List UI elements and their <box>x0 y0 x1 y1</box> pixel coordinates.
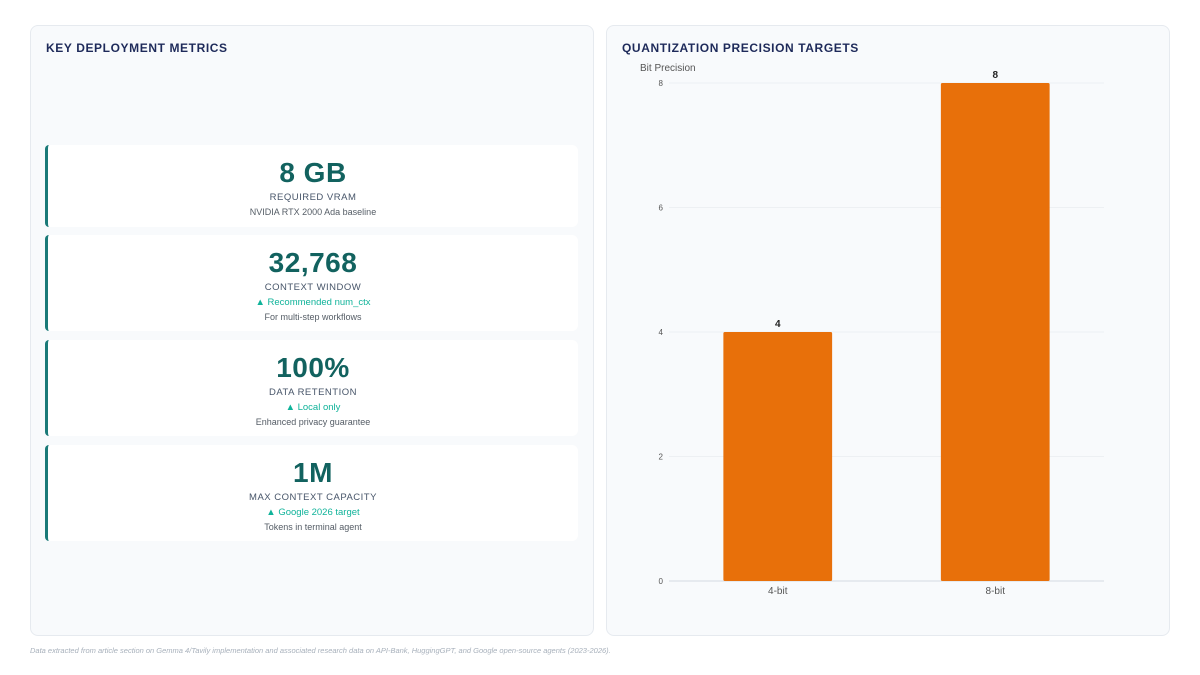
bar-8-bit <box>940 83 1050 581</box>
metric-card-data-retention: 100% DATA RETENTION ▲ Local only Enhance… <box>45 340 578 436</box>
y-axis-label: Bit Precision <box>640 63 696 74</box>
deployment-metrics-panel: KEY DEPLOYMENT METRICS 8 GB REQUIRED VRA… <box>30 25 594 636</box>
x-category-label: 8-bit <box>986 586 1006 597</box>
metric-label: REQUIRED VRAM <box>269 192 357 203</box>
metric-trend: ▲ Local only <box>285 402 341 413</box>
quantization-chart-panel: QUANTIZATION PRECISION TARGETS Bit Preci… <box>606 25 1170 636</box>
y-tick-label: 2 <box>659 453 664 462</box>
x-category-label: 4-bit <box>768 586 788 597</box>
metric-value: 100% <box>276 352 350 383</box>
metric-card-vram: 8 GB REQUIRED VRAM NVIDIA RTX 2000 Ada b… <box>45 145 578 227</box>
panel-title: QUANTIZATION PRECISION TARGETS <box>622 41 859 55</box>
metric-label: MAX CONTEXT CAPACITY <box>249 492 377 503</box>
bar-value-label: 8 <box>992 70 998 81</box>
y-tick-label: 4 <box>659 328 664 337</box>
metric-card-context-window: 32,768 CONTEXT WINDOW ▲ Recommended num_… <box>45 235 578 331</box>
bar-chart: Bit Precision 0 2 4 6 8 4 4-bit 8 8-bit <box>640 63 1104 597</box>
metric-card-max-context: 1M MAX CONTEXT CAPACITY ▲ Google 2026 ta… <box>45 445 578 541</box>
metric-trend: ▲ Google 2026 target <box>266 507 360 518</box>
y-tick-layer: 0 2 4 6 8 <box>659 79 664 586</box>
metric-label: CONTEXT WINDOW <box>264 282 362 293</box>
metric-note: NVIDIA RTX 2000 Ada baseline <box>249 207 377 217</box>
metric-label: DATA RETENTION <box>269 387 357 398</box>
label-layer: 4 4-bit 8 8-bit <box>768 70 1005 597</box>
metric-note: Tokens in terminal agent <box>264 522 362 532</box>
metric-value: 1M <box>293 457 333 488</box>
metric-note: Enhanced privacy guarantee <box>255 417 371 427</box>
bar-layer <box>723 83 1050 581</box>
y-tick-label: 6 <box>659 204 664 213</box>
bar-value-label: 4 <box>775 319 781 330</box>
panel-title: KEY DEPLOYMENT METRICS <box>46 41 228 55</box>
y-tick-label: 8 <box>659 79 664 88</box>
y-tick-label: 0 <box>659 577 664 586</box>
metric-note: For multi-step workflows <box>264 312 362 322</box>
metric-value: 32,768 <box>268 247 358 278</box>
source-footnote: Data extracted from article section on G… <box>30 646 611 655</box>
metric-trend: ▲ Recommended num_ctx <box>255 297 371 308</box>
bar-4-bit <box>723 332 833 581</box>
metric-value: 8 GB <box>279 157 347 188</box>
